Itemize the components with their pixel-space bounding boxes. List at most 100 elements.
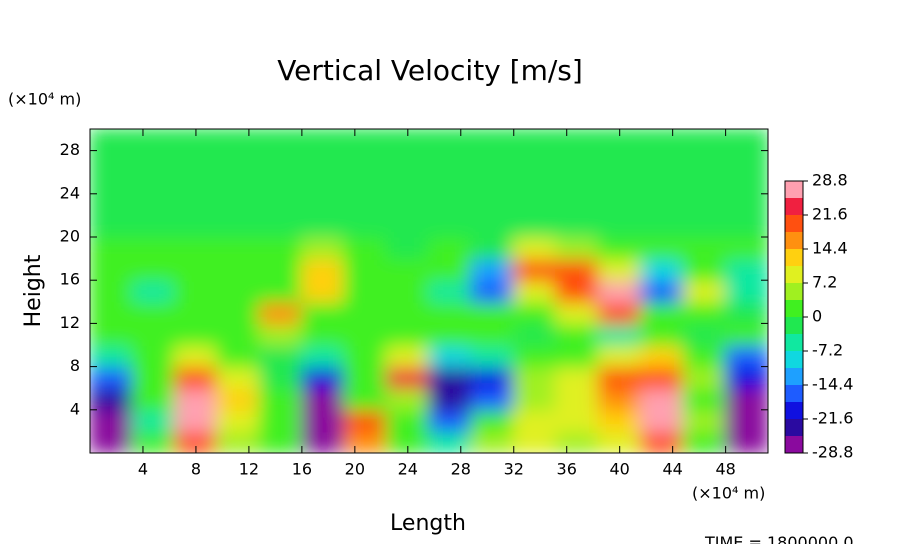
colorbar-bin <box>785 198 803 215</box>
cell <box>682 408 727 433</box>
cell <box>512 279 558 303</box>
cell <box>639 430 685 453</box>
cell <box>470 344 515 368</box>
cell <box>300 149 346 174</box>
cell <box>597 387 642 411</box>
cell <box>724 387 768 411</box>
cell <box>343 344 388 368</box>
cell <box>343 149 388 174</box>
colorbar-tick-label: -7.2 <box>812 341 843 360</box>
cell <box>216 387 261 411</box>
cell <box>216 408 261 433</box>
cell <box>90 322 134 346</box>
colorbar-tick-label: 28.8 <box>812 171 848 190</box>
colorbar-tick-label: -28.8 <box>812 443 853 462</box>
cell <box>173 236 219 260</box>
x-tick-label: 28 <box>451 460 471 479</box>
cell <box>682 192 727 217</box>
cell <box>428 257 473 282</box>
cell <box>343 279 388 303</box>
cell <box>131 236 176 260</box>
cell <box>682 322 727 346</box>
cell <box>300 171 346 195</box>
colorbar-bin <box>785 283 803 300</box>
y-tick-label: 4 <box>70 399 80 418</box>
cell <box>385 214 430 238</box>
cell <box>682 279 727 303</box>
cell <box>173 322 219 346</box>
cell <box>385 279 430 303</box>
cell <box>555 192 600 217</box>
cell <box>470 214 515 238</box>
cell <box>724 257 768 282</box>
cell <box>385 257 430 282</box>
colorbar-tick-label: 21.6 <box>812 205 848 224</box>
cell <box>300 192 346 217</box>
cell <box>131 257 176 282</box>
cell <box>131 192 176 217</box>
cell <box>724 322 768 346</box>
cell <box>173 279 219 303</box>
cell <box>512 430 558 453</box>
colorbar-bin <box>785 266 803 283</box>
cell <box>428 365 473 390</box>
cell <box>173 300 219 325</box>
cell <box>724 192 768 217</box>
cell <box>597 129 642 152</box>
cell <box>597 214 642 238</box>
colorbar-bin <box>785 249 803 266</box>
cell <box>385 365 430 390</box>
cell <box>258 300 303 325</box>
cell <box>343 129 388 152</box>
cell <box>90 129 134 152</box>
cell <box>385 300 430 325</box>
cell <box>724 129 768 152</box>
cell <box>682 365 727 390</box>
cell <box>216 430 261 453</box>
cell <box>639 408 685 433</box>
colorbar-bin <box>785 232 803 249</box>
cell <box>682 344 727 368</box>
y-tick-label: 20 <box>60 227 80 246</box>
cell <box>724 171 768 195</box>
cell <box>724 430 768 453</box>
cell <box>512 214 558 238</box>
cell <box>216 300 261 325</box>
x-tick-label: 16 <box>292 460 312 479</box>
cell <box>131 408 176 433</box>
cell <box>470 171 515 195</box>
cell <box>428 236 473 260</box>
cell <box>597 430 642 453</box>
cell <box>258 192 303 217</box>
cell <box>512 408 558 433</box>
cell <box>258 129 303 152</box>
cell <box>258 430 303 453</box>
cell <box>597 192 642 217</box>
cell <box>385 344 430 368</box>
colorbar-bin <box>785 334 803 351</box>
cell <box>300 300 346 325</box>
cell <box>470 365 515 390</box>
cell <box>131 430 176 453</box>
colorbar-bin <box>785 385 803 402</box>
cell <box>385 192 430 217</box>
cell <box>90 300 134 325</box>
cell <box>512 171 558 195</box>
colorbar-tick-label: 7.2 <box>812 273 837 292</box>
cell <box>597 257 642 282</box>
cell <box>428 192 473 217</box>
cell <box>131 300 176 325</box>
cell <box>385 149 430 174</box>
x-tick-label: 8 <box>191 460 201 479</box>
cell <box>470 129 515 152</box>
cell <box>470 279 515 303</box>
cell <box>597 344 642 368</box>
cell <box>555 387 600 411</box>
cell <box>343 430 388 453</box>
cell <box>682 149 727 174</box>
cell <box>131 344 176 368</box>
cell <box>682 300 727 325</box>
cell <box>216 214 261 238</box>
cell <box>173 408 219 433</box>
